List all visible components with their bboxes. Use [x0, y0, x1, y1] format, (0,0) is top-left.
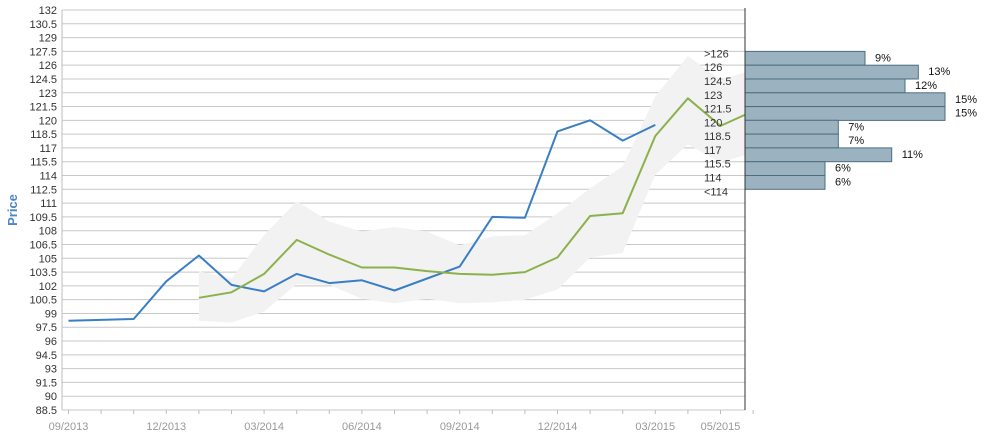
distribution-pct-label: 13%: [928, 66, 950, 78]
x-tick-label: 03/2014: [244, 421, 284, 433]
y-tick-label: 111: [40, 198, 57, 210]
distribution-pct-label: 7%: [848, 135, 864, 147]
distribution-pct-label: 15%: [955, 94, 977, 106]
distribution-pct-label: 11%: [902, 149, 923, 161]
distribution-bar: [744, 147, 893, 163]
distribution-pct-label: 15%: [955, 108, 977, 120]
y-tick-label: 100.5: [29, 295, 57, 307]
x-tick-label: 09/2013: [49, 421, 89, 433]
x-tick-label: 12/2013: [146, 421, 186, 433]
y-tick-label: 121.5: [29, 102, 57, 114]
y-tick-label: 124.5: [29, 74, 57, 86]
y-tick-label: 93: [45, 364, 57, 376]
distribution-bar: [744, 119, 839, 135]
distribution-bin-label: 117: [704, 145, 722, 157]
y-tick-label: 132: [39, 5, 57, 17]
y-tick-label: 126: [39, 60, 57, 72]
y-tick-label: 115.5: [30, 157, 57, 169]
distribution-pct-label: 7%: [848, 121, 864, 133]
y-tick-label: 94.5: [36, 350, 57, 362]
y-tick-label: 114: [39, 171, 57, 183]
distribution-bin-label: 114: [704, 173, 722, 185]
y-tick-label: 112.5: [30, 184, 57, 196]
distribution-pct-label: 6%: [835, 177, 851, 189]
y-tick-label: 117: [39, 143, 57, 155]
distribution-bin-label: 121.5: [704, 104, 732, 116]
y-tick-label: 105: [39, 253, 57, 265]
distribution-bar: [744, 161, 826, 176]
y-tick-label: 102: [39, 281, 57, 293]
distribution-bar: [744, 133, 839, 149]
distribution-bin-label: <114: [704, 186, 728, 198]
distribution-bar: [744, 78, 906, 94]
grid-lines: [62, 9, 745, 411]
distribution-bar: [744, 106, 946, 121]
x-tick-label: 09/2014: [440, 421, 480, 433]
x-tick-label: 12/2014: [538, 421, 578, 433]
confidence-band: [198, 56, 754, 323]
x-tick-label: 06/2014: [342, 421, 382, 433]
x-tick-label: 05/2015: [701, 421, 741, 433]
distribution-bin-label: 126: [704, 62, 722, 74]
y-tick-label: 99: [45, 308, 57, 320]
y-tick-label: 120: [39, 115, 57, 127]
y-tick-label: 88.5: [36, 405, 57, 417]
y-tick-label: 108: [39, 226, 57, 238]
distribution-bin-label: 120: [704, 117, 722, 129]
distribution-bin-label: 115.5: [704, 159, 731, 171]
y-tick-label: 127.5: [29, 46, 57, 58]
series-lines: [68, 97, 754, 322]
distribution-pct-label: 6%: [835, 163, 851, 175]
distribution-bar: [744, 92, 946, 108]
y-tick-label: 96: [45, 336, 57, 348]
forecast-price-line: [198, 97, 754, 299]
y-tick-label: 118.5: [30, 129, 57, 141]
y-tick-label: 97.5: [36, 322, 57, 334]
distribution-bin-label: >126: [704, 48, 729, 60]
distribution-bar: [744, 64, 919, 80]
y-tick-label: 109.5: [29, 212, 57, 224]
y-tick-label: 103.5: [29, 267, 57, 279]
distribution-bars: 9% >126 13% 126 12% 124.5 15% 123 15% 121.5 7% 120 7…: [704, 48, 977, 198]
y-axis-title: Price: [5, 194, 20, 226]
distribution-pct-label: 9%: [875, 52, 891, 64]
distribution-bin-label: 123: [704, 90, 722, 102]
y-tick-label: 91.5: [36, 377, 57, 389]
y-tick-label: 106.5: [29, 239, 57, 251]
distribution-bin-label: 118.5: [704, 131, 731, 143]
distribution-bar: [744, 175, 826, 190]
y-tick-label: 129: [39, 33, 57, 45]
y-tick-label: 130.5: [29, 19, 57, 31]
x-tick-label: 03/2015: [635, 421, 675, 433]
distribution-bin-label: 124.5: [704, 76, 732, 88]
distribution-bar: [744, 50, 866, 66]
y-tick-label: 90: [45, 391, 57, 403]
forecast-band: [198, 56, 754, 323]
y-tick-label: 123: [39, 88, 57, 100]
distribution-pct-label: 12%: [915, 80, 937, 92]
